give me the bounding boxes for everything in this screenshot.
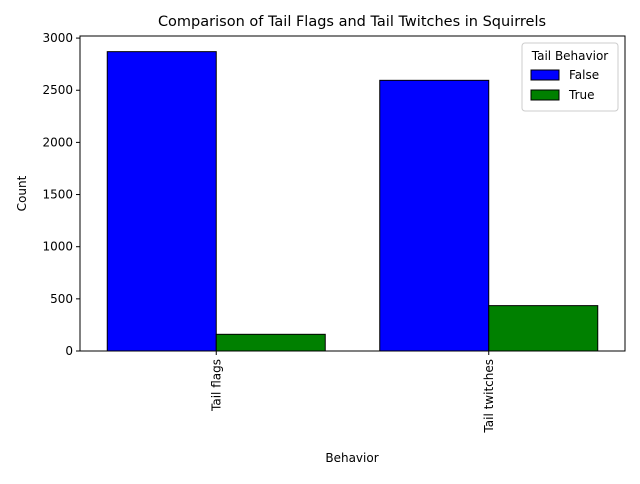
bars-layer	[106, 51, 599, 352]
legend-title: Tail Behavior	[531, 49, 609, 63]
legend-entries: False True	[530, 68, 599, 102]
legend: Tail Behavior False True	[521, 42, 619, 112]
y-tick-label: 1500	[42, 188, 73, 202]
legend-swatch-true	[530, 89, 560, 101]
x-axis-label: Behavior	[325, 451, 378, 465]
chart-title: Comparison of Tail Flags and Tail Twitch…	[158, 14, 546, 30]
y-axis-label: Count	[15, 175, 29, 211]
bar-tail-twitches-true	[488, 305, 599, 352]
bar-tail-flags-false	[106, 51, 217, 352]
x-tick-label: Tail twitches	[482, 359, 496, 434]
y-tick-label: 2500	[42, 83, 73, 97]
y-tick-label: 2000	[42, 135, 73, 149]
legend-label-true: True	[568, 88, 595, 102]
y-axis: 0 500 1000 1500 2000 2500 3000	[42, 31, 80, 358]
bar-tail-flags-true	[215, 333, 326, 352]
y-tick-label: 500	[50, 292, 73, 306]
y-tick-label: 0	[65, 344, 73, 358]
legend-label-false: False	[569, 68, 599, 82]
bar-tail-twitches-false	[379, 79, 490, 352]
y-tick-label: 1000	[42, 240, 73, 254]
x-axis: Tail flags Tail twitches	[209, 351, 496, 434]
x-tick-label: Tail flags	[209, 359, 223, 412]
y-tick-label: 3000	[42, 31, 73, 45]
legend-swatch-false	[530, 69, 560, 81]
plot-frame	[79, 35, 626, 352]
